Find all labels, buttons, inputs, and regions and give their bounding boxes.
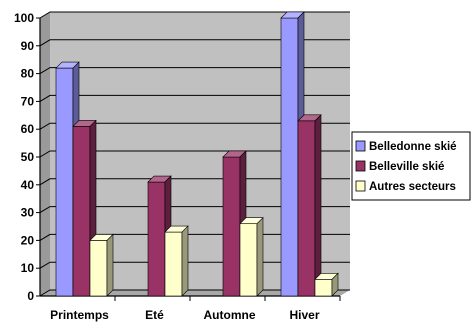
gridline bbox=[39, 122, 350, 130]
x-category-label: Automne bbox=[204, 308, 256, 322]
legend-label: Belleville skié bbox=[369, 161, 444, 173]
y-tick-label: 80 bbox=[21, 67, 35, 81]
gridline bbox=[39, 206, 350, 214]
y-tick-label: 10 bbox=[21, 261, 35, 275]
y-tick-label: 50 bbox=[21, 150, 35, 164]
legend-swatch bbox=[355, 160, 366, 172]
bar bbox=[314, 272, 339, 297]
floor bbox=[40, 290, 350, 296]
y-tick-label: 60 bbox=[21, 122, 35, 136]
y-tick-label: 100 bbox=[14, 11, 34, 25]
gridlines bbox=[39, 11, 350, 297]
y-tick-label: 30 bbox=[21, 206, 35, 220]
gridline bbox=[39, 178, 350, 186]
y-tick-label: 70 bbox=[21, 94, 35, 108]
gridline bbox=[39, 94, 350, 102]
legend-box bbox=[351, 131, 471, 201]
y-axis-ticks: 0 10 20 30 40 50 60 70 80 90 100 bbox=[14, 11, 34, 303]
y-tick-label: 90 bbox=[21, 39, 35, 53]
bars bbox=[55, 11, 339, 297]
x-axis-categories: Printemps Eté Automne Hiver bbox=[50, 308, 320, 322]
x-category-label: Printemps bbox=[50, 308, 109, 322]
y-tick-label: 40 bbox=[21, 178, 35, 192]
bar bbox=[239, 216, 264, 297]
bar bbox=[297, 114, 322, 297]
gridline bbox=[39, 150, 350, 158]
y-tick-label: 0 bbox=[27, 289, 34, 303]
x-category-label: Eté bbox=[145, 308, 164, 322]
x-category-label: Hiver bbox=[289, 308, 319, 322]
bar bbox=[164, 225, 189, 297]
bar bbox=[89, 233, 114, 297]
y-tick-label: 20 bbox=[21, 233, 35, 247]
legend-label: Belledonne skié bbox=[369, 141, 457, 153]
legend-label: Autres secteurs bbox=[369, 181, 456, 193]
legend: Belledonne skié Belleville skié Autres sec… bbox=[351, 131, 471, 201]
gridline bbox=[39, 11, 350, 19]
gridline bbox=[39, 39, 350, 47]
gridline bbox=[39, 67, 350, 75]
legend-swatch bbox=[355, 180, 366, 192]
legend-swatch bbox=[355, 140, 366, 152]
